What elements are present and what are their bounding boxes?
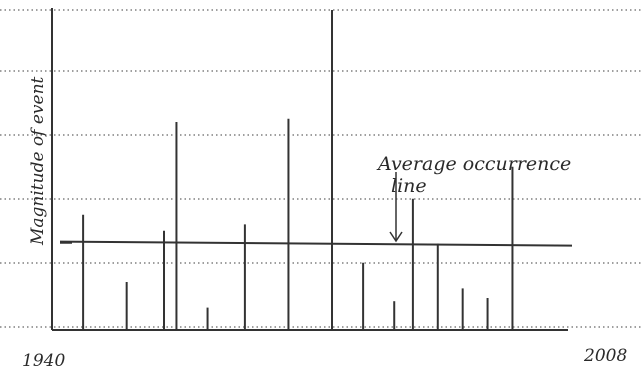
x-tick-label-start: 1940 xyxy=(22,351,65,371)
annotation-label-line1: Average occurrence xyxy=(376,153,571,175)
annotation-arrow xyxy=(389,172,403,243)
x-tick-label-end: 2008 xyxy=(583,346,627,366)
gridlines xyxy=(0,9,641,328)
average-occurrence-line xyxy=(59,240,573,247)
event-bars xyxy=(82,10,514,330)
annotation-label-line2: line xyxy=(391,175,427,197)
y-axis-label: Magnitude of event xyxy=(28,76,48,246)
